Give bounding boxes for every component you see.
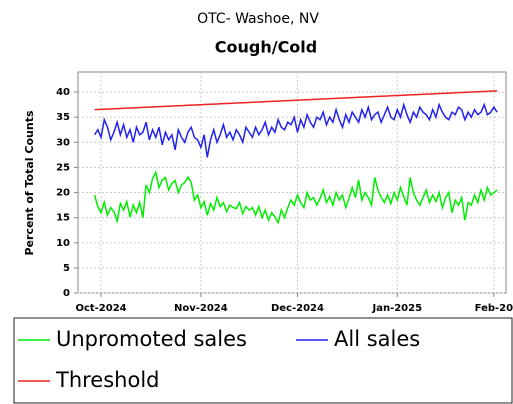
y-tick-label: 0 — [63, 288, 70, 299]
chart-title: OTC- Washoe, NV — [197, 11, 319, 27]
y-tick-label: 25 — [56, 162, 70, 173]
series-line — [93, 170, 498, 225]
legend-box — [13, 317, 513, 404]
legend-label: Threshold — [55, 368, 160, 392]
chart-subtitle: Cough/Cold — [215, 38, 317, 57]
y-tick-label: 30 — [56, 137, 70, 148]
x-tick-label: Jan-2025 — [371, 303, 422, 314]
series-line — [94, 90, 498, 111]
x-tick-label: Nov-2024 — [174, 303, 228, 314]
y-axis-label: Percent of Total Counts — [23, 110, 36, 255]
x-tick-label: Oct-2024 — [75, 303, 126, 314]
series-line — [93, 101, 498, 158]
y-tick-label: 15 — [56, 213, 70, 224]
y-tick-label: 35 — [56, 112, 70, 123]
plot-frame — [77, 71, 507, 294]
legend-label: All sales — [334, 327, 420, 351]
x-tick-label: Dec-2024 — [271, 303, 324, 314]
x-tick-label: Feb-20 — [475, 303, 513, 314]
y-tick-label: 10 — [56, 238, 70, 249]
y-tick-label: 40 — [56, 87, 70, 98]
y-tick-label: 20 — [56, 188, 70, 199]
legend-label: Unpromoted sales — [56, 327, 247, 351]
y-tick-label: 5 — [63, 263, 70, 274]
